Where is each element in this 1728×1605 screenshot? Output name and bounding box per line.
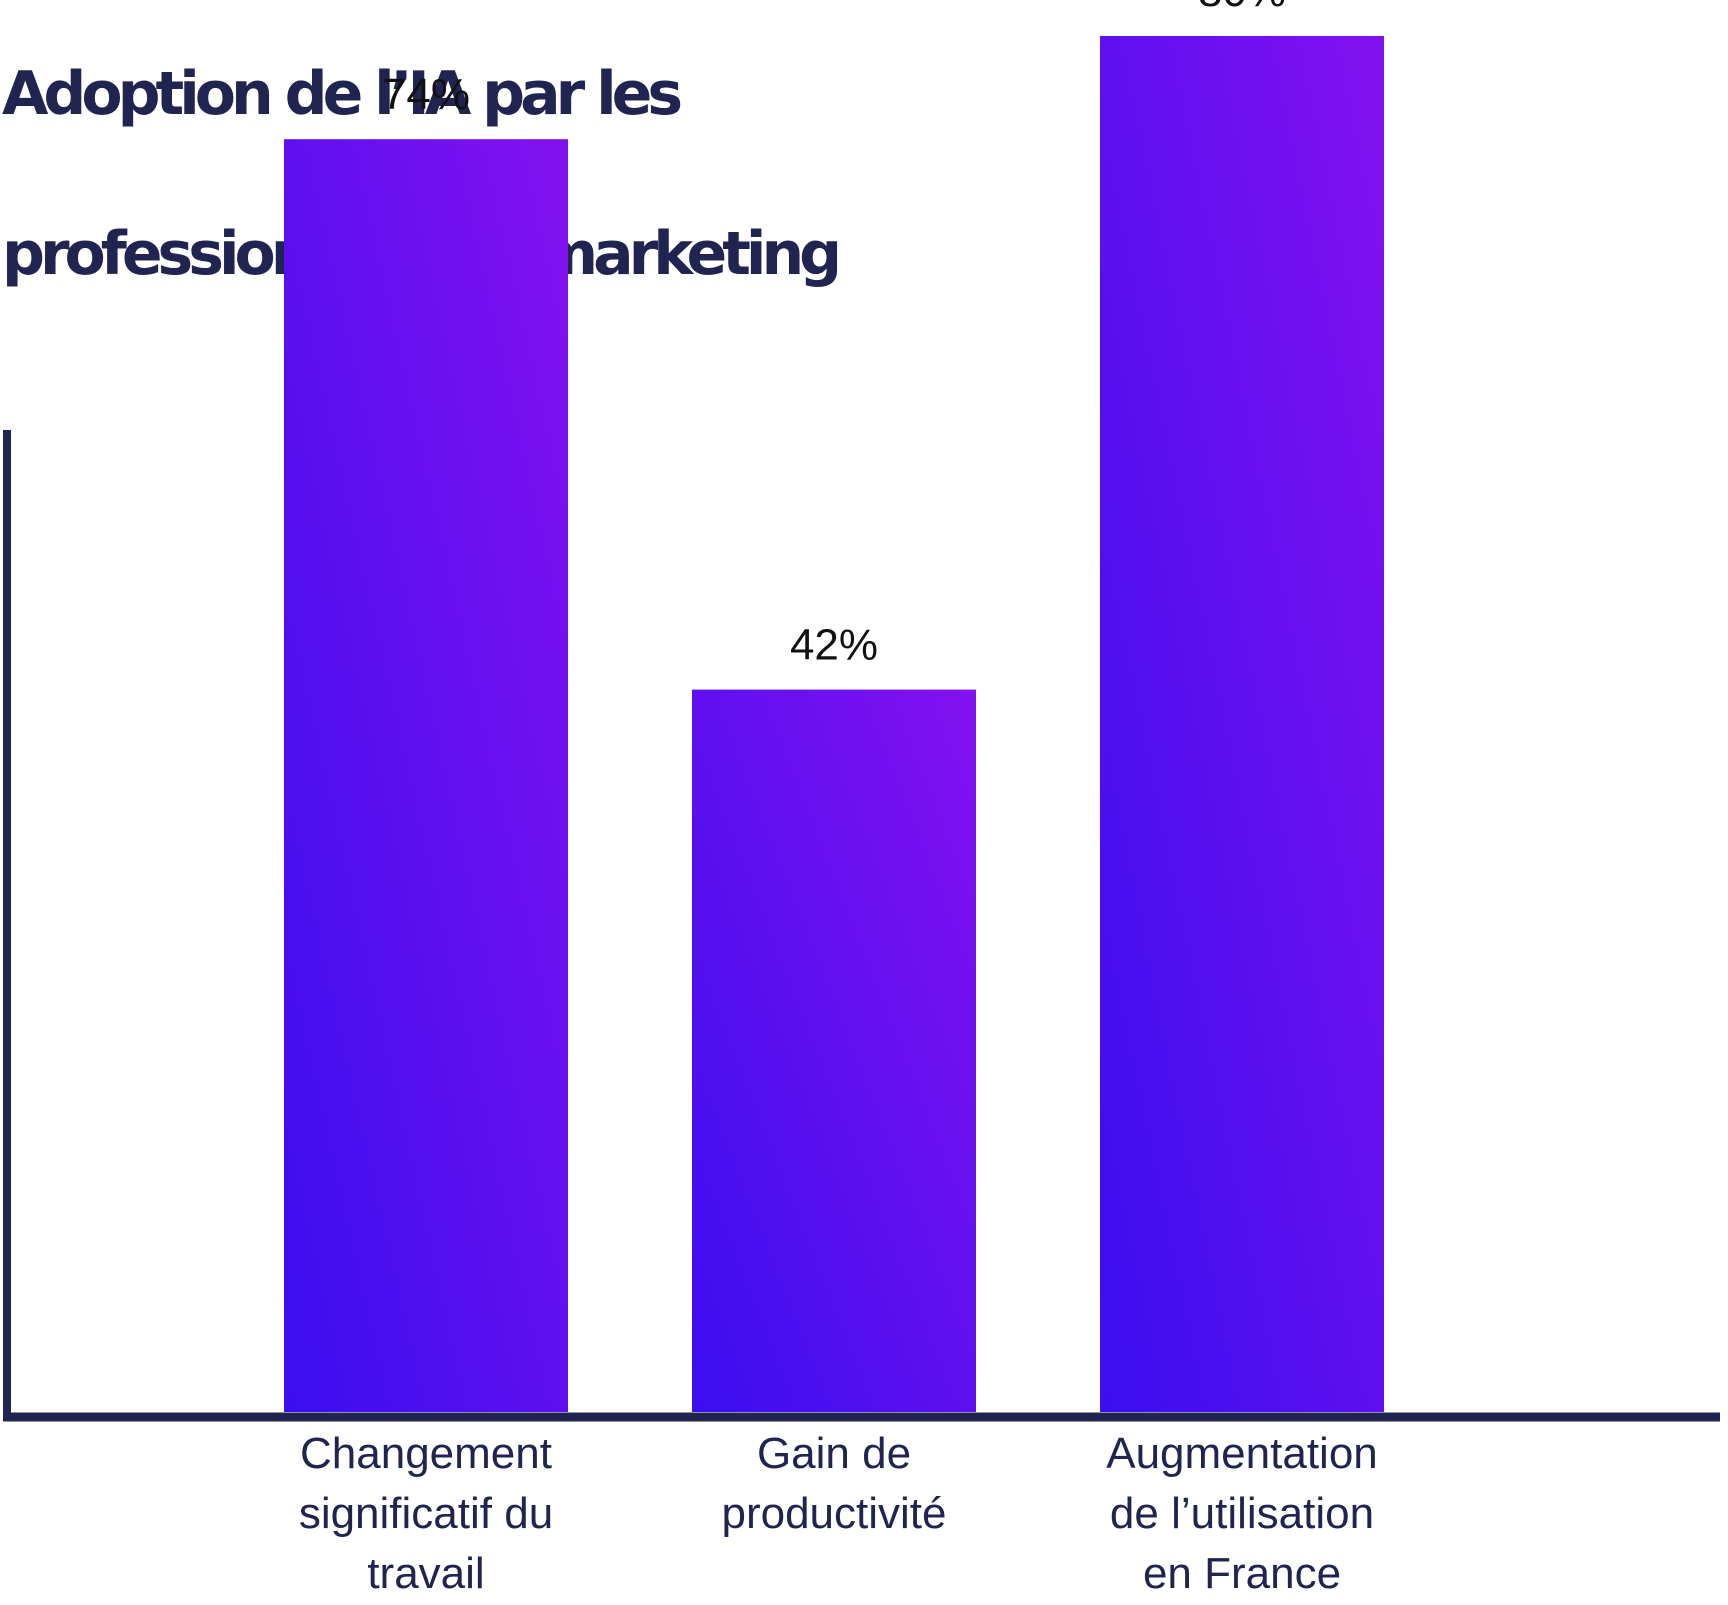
category-label-3-line-3: en France	[1143, 1549, 1341, 1598]
category-label-1-line-1: Changement	[300, 1429, 552, 1478]
bar-value-label-1: 74%	[382, 70, 470, 119]
bar-value-label-2: 42%	[790, 621, 878, 670]
category-label-1-line-3: travail	[367, 1549, 484, 1598]
bar-1	[284, 139, 568, 1413]
bar-3	[1100, 36, 1384, 1412]
chart-title-line-1: Adoption de l’IA par les	[2, 59, 683, 129]
category-label-2-line-1: Gain de	[757, 1429, 911, 1478]
category-label-2-line-2: productivité	[721, 1489, 946, 1538]
category-label-1-line-2: significatif du	[299, 1489, 553, 1538]
category-label-3-line-2: de l’utilisation	[1110, 1489, 1374, 1538]
bar-value-label-3: 80%	[1198, 0, 1286, 16]
category-label-3-line-1: Augmentation	[1106, 1429, 1378, 1478]
bar-2	[692, 689, 976, 1412]
